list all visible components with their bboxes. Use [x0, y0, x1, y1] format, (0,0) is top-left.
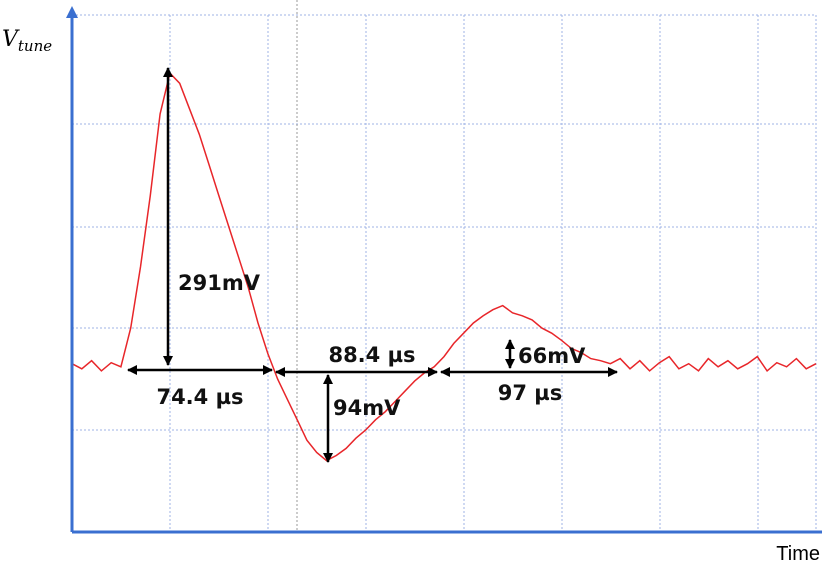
- y-label: Vtune: [2, 27, 52, 55]
- grid: [72, 0, 817, 532]
- annotations: 291mV 74.4 µs 88.4 µs 94mV 97 µs 66mV: [127, 67, 618, 463]
- annotation: 88.4 µs: [328, 343, 415, 367]
- annotation: 94mV: [333, 396, 401, 420]
- trace: [71, 71, 817, 462]
- annotation: 97 µs: [498, 381, 563, 405]
- annotation: 66mV: [518, 344, 586, 368]
- x-label: Time: [776, 543, 820, 565]
- y-axis-arrow: [66, 6, 78, 18]
- annotation: 74.4 µs: [156, 385, 243, 409]
- plot-area: [71, 71, 817, 462]
- annotation: 291mV: [178, 271, 261, 295]
